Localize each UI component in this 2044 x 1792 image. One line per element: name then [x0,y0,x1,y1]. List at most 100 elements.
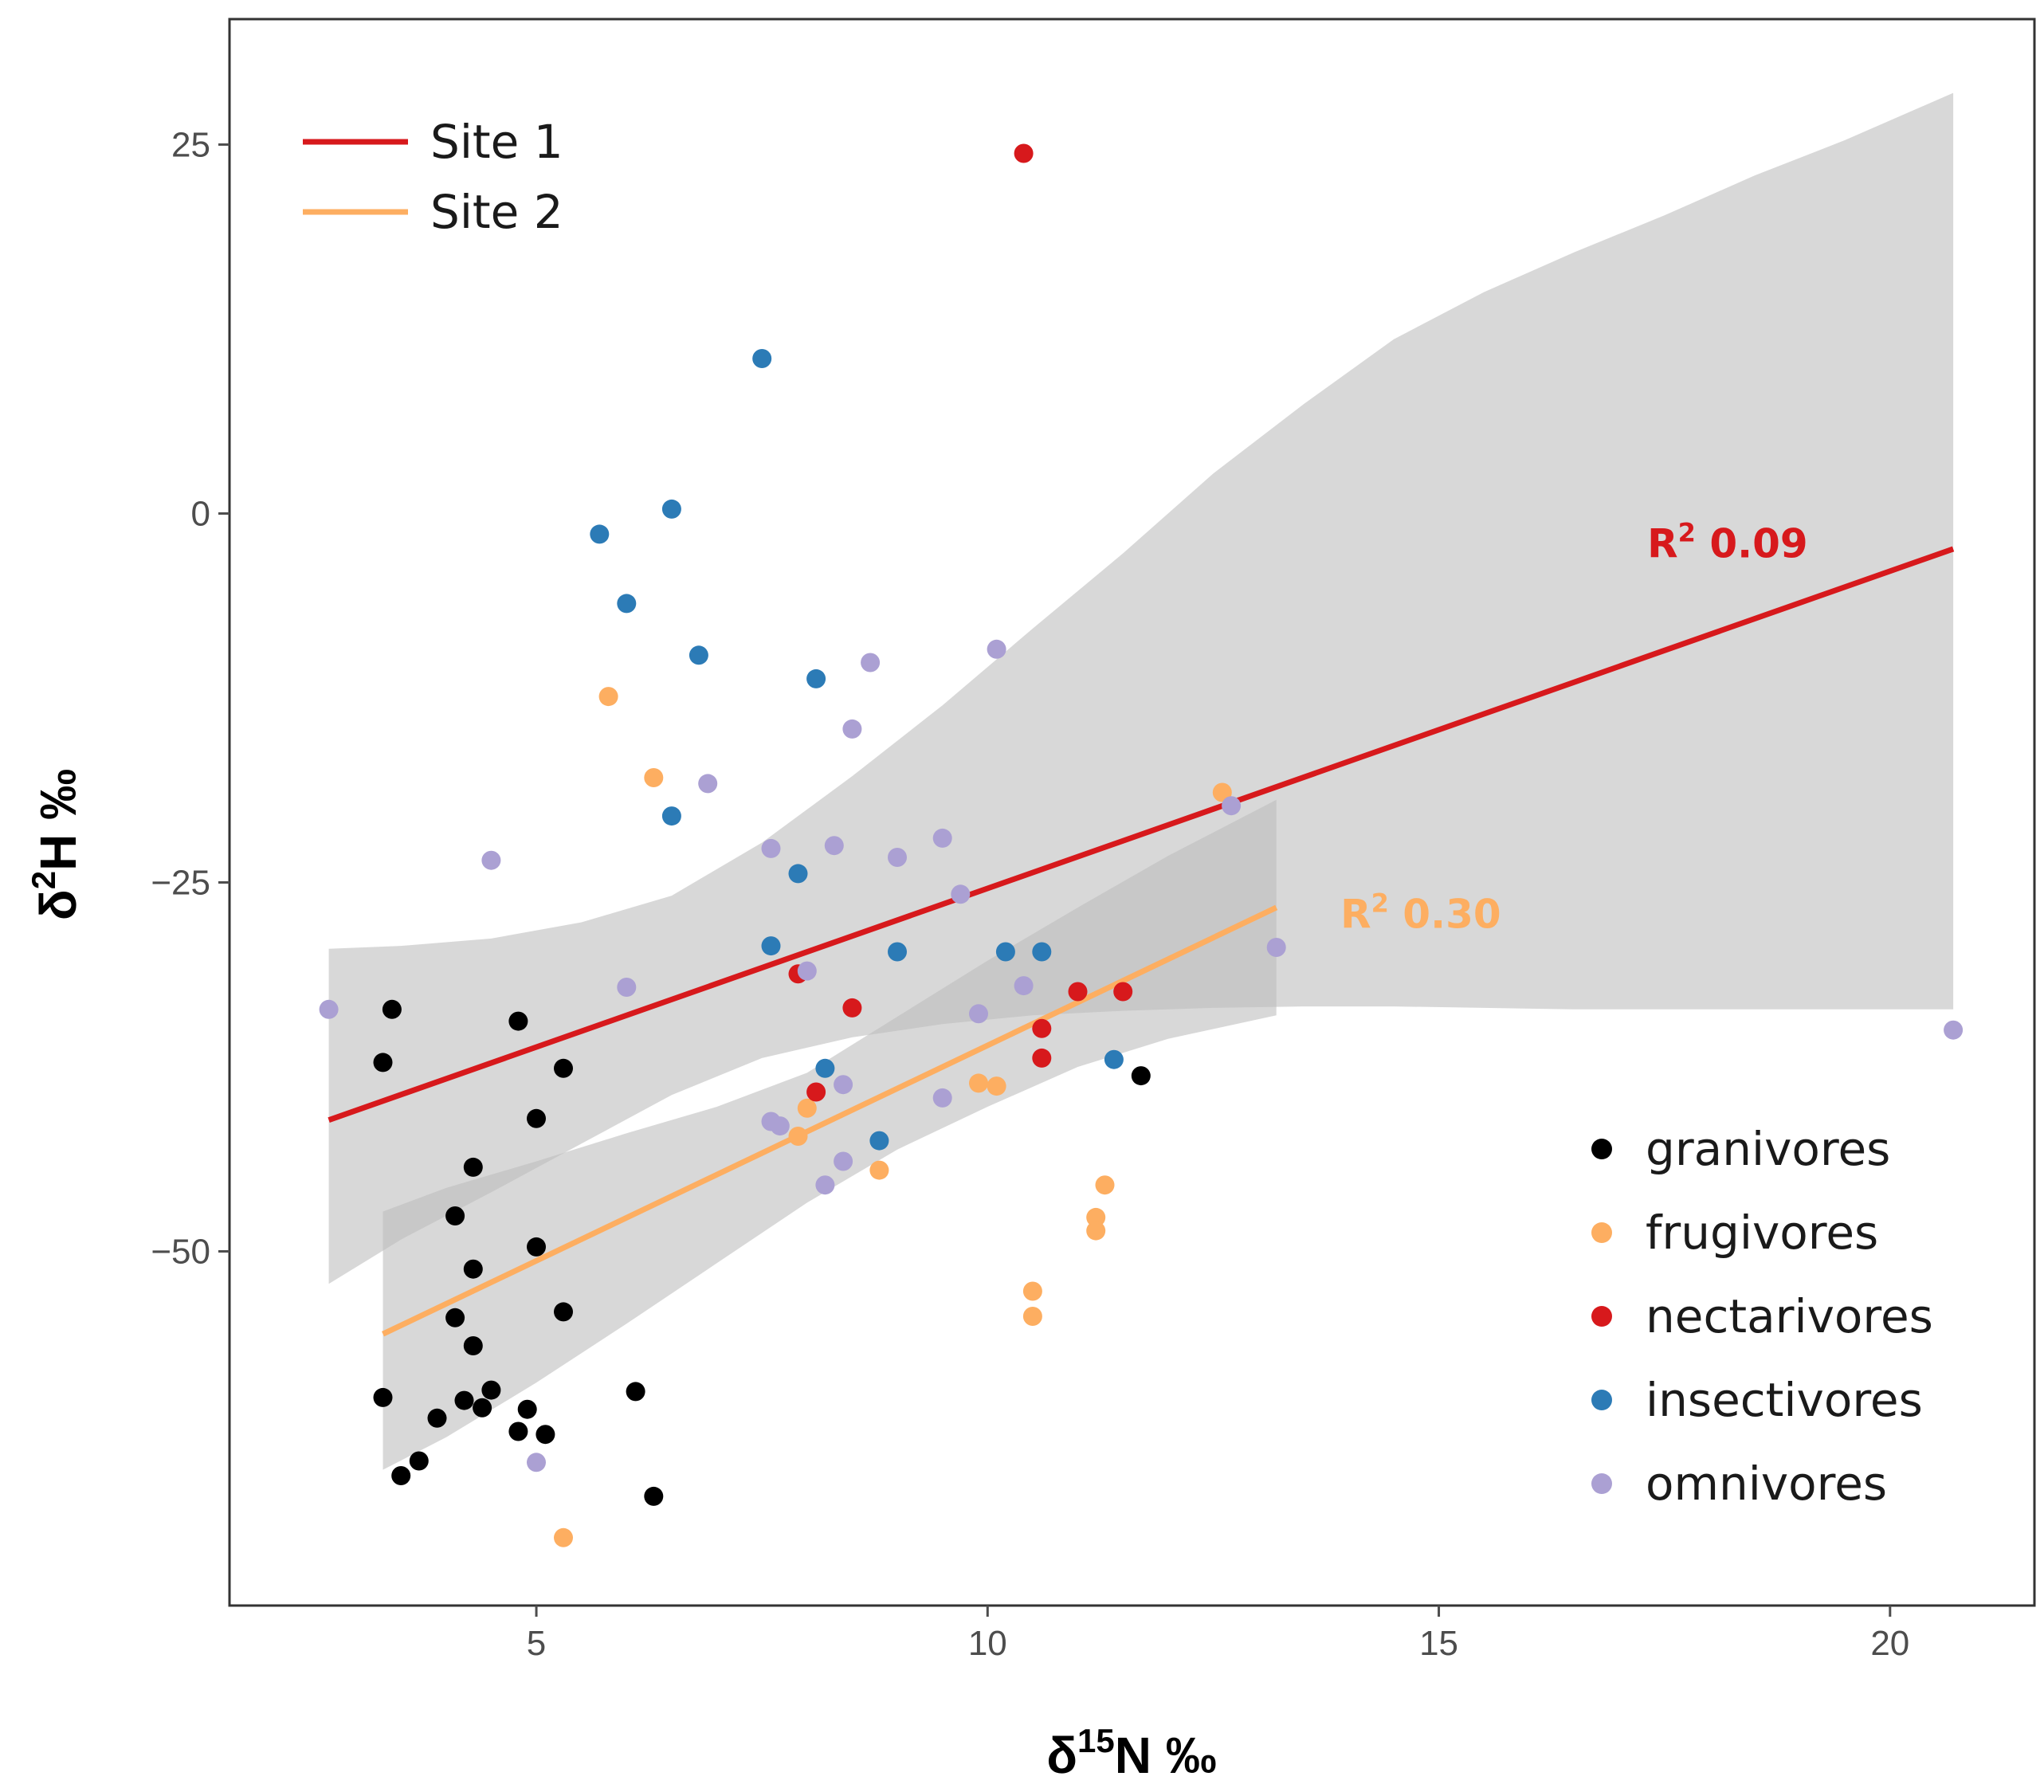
point-omnivores [834,1151,853,1171]
point-omnivores [987,639,1006,659]
y-tick-label: 25 [171,125,210,164]
point-granivores [445,1206,465,1225]
point-granivores [373,1387,393,1407]
legend-line-label: Site 2 [430,185,563,239]
ci-ribbon-1 [328,92,1954,1284]
point-frugivores [1086,1207,1106,1227]
confidence-ribbons [328,92,1954,1470]
legend-point-label: insectivores [1646,1373,1923,1427]
point-granivores [1131,1066,1151,1086]
point-insectivores [752,349,772,368]
ci-ribbon-2 [383,799,1277,1470]
legend-line-label: Site 1 [430,115,563,169]
point-omnivores [815,1175,835,1195]
point-granivores [527,1237,546,1257]
point-omnivores [761,838,781,858]
point-granivores [527,1108,546,1128]
legend-point-label: granivores [1646,1122,1890,1176]
point-granivores [536,1425,555,1445]
point-omnivores [932,1088,952,1108]
point-frugivores [969,1073,988,1093]
y-tick-label: 0 [191,494,210,533]
panel-border [228,18,2036,1607]
point-granivores [463,1157,483,1177]
y-tick-label: −50 [151,1232,210,1271]
y-axis: 25 0 −25 −50 [151,125,230,1271]
legend-point-swatch [1591,1306,1612,1327]
point-granivores [463,1336,483,1355]
point-insectivores [815,1058,835,1078]
point-insectivores [689,645,708,665]
point-nectarivores [1032,1048,1052,1068]
point-insectivores [661,499,681,519]
point-insectivores [590,524,610,544]
legend-point-label: omnivores [1646,1457,1887,1511]
point-frugivores [1022,1307,1042,1326]
x-tick-label: 20 [1870,1624,1909,1663]
point-omnivores [969,1004,988,1024]
point-insectivores [617,594,637,614]
point-granivores [517,1399,537,1419]
x-tick-label: 5 [527,1624,546,1663]
point-omnivores [617,978,637,997]
point-omnivores [861,653,881,672]
legend-point-label: frugivores [1646,1206,1878,1260]
regression-line-2 [382,904,1278,1337]
point-omnivores [698,774,718,794]
legend-point-swatch [1591,1473,1612,1494]
point-granivores [409,1451,429,1471]
point-omnivores [932,828,952,848]
point-frugivores [788,1127,808,1146]
site1-r2-label: R2 0.09 [1647,517,1808,567]
point-insectivores [1104,1049,1124,1069]
point-nectarivores [1113,982,1133,1002]
point-omnivores [824,836,844,856]
point-frugivores [598,687,618,707]
regression-lines [328,546,1955,1337]
regression-line-1 [328,546,1955,1123]
point-granivores [427,1408,447,1428]
legend-point-swatch [1591,1139,1612,1159]
point-granivores [508,1011,528,1031]
data-points [319,143,1964,1547]
point-omnivores [481,850,501,870]
point-omnivores [527,1453,546,1472]
x-tick-label: 10 [968,1624,1007,1663]
point-nectarivores [806,1082,826,1102]
point-insectivores [888,942,907,962]
point-insectivores [806,669,826,688]
point-frugivores [1022,1281,1042,1301]
point-omnivores [1944,1020,1964,1040]
y-axis-title: δ2H ‰ [25,769,87,920]
point-insectivores [869,1131,889,1151]
point-nectarivores [1014,143,1034,163]
point-frugivores [644,768,664,787]
point-frugivores [554,1527,573,1547]
point-omnivores [888,848,907,867]
point-omnivores [834,1075,853,1095]
y-tick-label: −25 [151,863,210,902]
point-omnivores [319,999,339,1019]
point-frugivores [1086,1221,1106,1241]
legend-sites: Site 1 Site 2 [303,115,563,239]
legend-diet-groups: granivores frugivores nectarivores insectiv… [1591,1122,1933,1511]
point-granivores [454,1390,474,1410]
legend-point-swatch [1591,1390,1612,1410]
point-omnivores [770,1116,790,1136]
point-granivores [554,1302,573,1322]
point-insectivores [995,942,1015,962]
point-granivores [481,1380,501,1400]
point-omnivores [797,961,817,981]
point-omnivores [1014,976,1034,996]
point-frugivores [869,1160,889,1180]
point-omnivores [1222,796,1242,816]
point-omnivores [842,719,862,739]
r2-annotations: R2 0.09 R2 0.30 [1340,517,1808,937]
point-granivores [508,1421,528,1441]
point-granivores [644,1486,664,1506]
legend-point-label: nectarivores [1646,1289,1933,1343]
legend-point-swatch [1591,1222,1612,1243]
point-omnivores [1266,938,1286,957]
point-frugivores [987,1076,1006,1096]
